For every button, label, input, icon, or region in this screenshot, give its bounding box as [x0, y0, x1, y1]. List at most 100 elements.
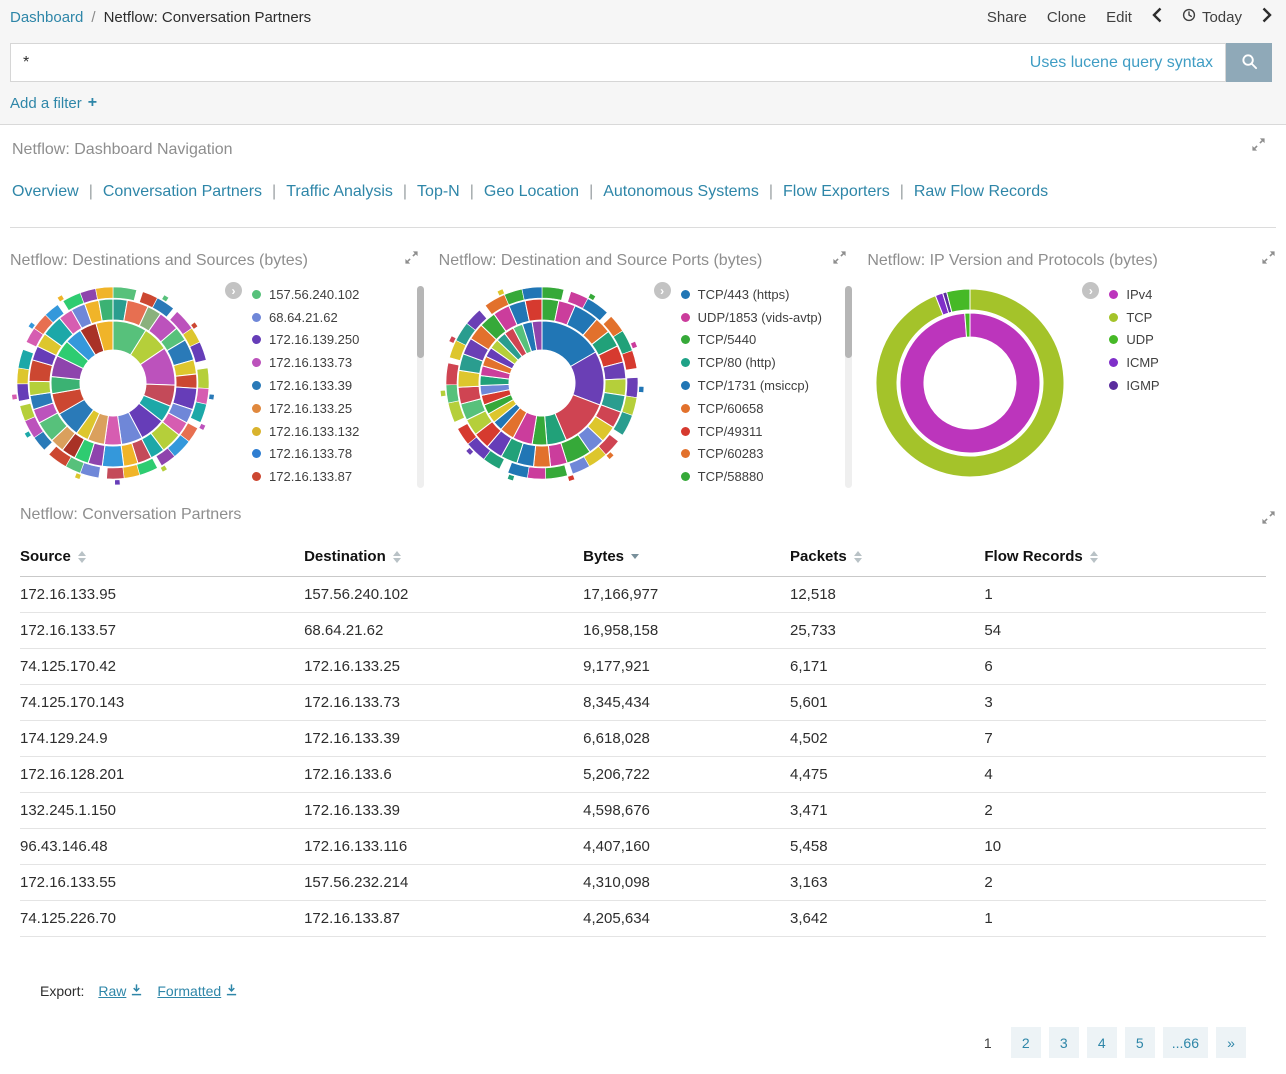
sunburst-slice[interactable] — [621, 350, 637, 371]
expand-panel-icon[interactable] — [1261, 510, 1276, 529]
page-button-»[interactable]: » — [1216, 1027, 1246, 1059]
sunburst-slice[interactable] — [16, 383, 30, 402]
sort-header[interactable]: Packets — [790, 548, 862, 565]
nav-link-top-n[interactable]: Top-N — [417, 183, 460, 200]
page-button-1[interactable]: 1 — [972, 1027, 1003, 1059]
sunburst-chart[interactable] — [867, 280, 1073, 486]
legend-item[interactable]: IGMP — [1109, 374, 1160, 397]
sunburst-slice[interactable] — [95, 320, 114, 352]
legend-item[interactable]: TCP — [1109, 306, 1159, 329]
sunburst-slice[interactable] — [568, 456, 590, 475]
sunburst-slice[interactable] — [506, 473, 515, 482]
nav-link-autonomous-systems[interactable]: Autonomous Systems — [603, 183, 759, 200]
sunburst-slice[interactable] — [27, 321, 36, 330]
legend-item[interactable]: 68.64.21.62 — [252, 306, 359, 329]
sunburst-slice[interactable] — [95, 286, 114, 300]
sunburst-slice[interactable] — [106, 467, 125, 480]
legend-item[interactable]: 172.16.133.39 — [252, 374, 359, 397]
sunburst-slice[interactable] — [56, 294, 65, 303]
nav-link-flow-exporters[interactable]: Flow Exporters — [783, 183, 890, 200]
time-forward-button[interactable] — [1262, 7, 1272, 27]
legend-collapse-button[interactable]: › — [653, 282, 671, 299]
legend-item[interactable]: TCP/58880 — [680, 465, 822, 488]
sunburst-slice[interactable] — [445, 362, 459, 386]
export-raw-link[interactable]: Raw — [98, 983, 143, 999]
sort-header[interactable]: Source — [20, 548, 86, 565]
scrollbar-thumb[interactable] — [845, 286, 853, 358]
sunburst-slice[interactable] — [112, 286, 138, 301]
clone-button[interactable]: Clone — [1046, 8, 1087, 26]
sunburst-slice[interactable] — [159, 464, 168, 473]
legend-item[interactable]: TCP/1731 (msiccp) — [680, 374, 822, 397]
add-filter-link[interactable]: Add a filter — [10, 94, 82, 112]
sunburst-slice[interactable] — [175, 373, 198, 389]
sunburst-slice[interactable] — [496, 288, 505, 297]
sunburst-slice[interactable] — [637, 386, 644, 393]
sunburst-slice[interactable] — [190, 321, 199, 330]
sunburst-slice[interactable] — [28, 380, 52, 397]
legend-item[interactable]: TCP/5440 — [680, 329, 822, 352]
sunburst-slice[interactable] — [152, 297, 174, 318]
legend-item[interactable]: TCP/49311 — [680, 420, 822, 443]
sunburst-slice[interactable] — [190, 401, 207, 423]
sunburst-slice[interactable] — [122, 464, 141, 479]
sunburst-slice[interactable] — [899, 312, 1041, 454]
export-formatted-link[interactable]: Formatted — [157, 983, 238, 999]
nav-link-conversation-partners[interactable]: Conversation Partners — [102, 183, 263, 200]
sunburst-chart[interactable] — [439, 280, 645, 486]
nav-link-traffic-analysis[interactable]: Traffic Analysis — [286, 183, 393, 200]
sunburst-chart[interactable] — [10, 280, 216, 486]
sort-header[interactable]: Destination — [304, 548, 401, 565]
legend-item[interactable]: ICMP — [1109, 351, 1159, 374]
share-button[interactable]: Share — [986, 8, 1027, 26]
page-button-4[interactable]: 4 — [1086, 1027, 1117, 1059]
edit-button[interactable]: Edit — [1106, 8, 1132, 26]
lucene-syntax-link[interactable]: Uses lucene query syntax — [1029, 53, 1213, 71]
sunburst-slice[interactable] — [208, 393, 215, 401]
sunburst-slice[interactable] — [587, 292, 596, 301]
sunburst-slice[interactable] — [101, 444, 125, 468]
sunburst-slice[interactable] — [16, 367, 30, 385]
search-button[interactable] — [1226, 43, 1272, 82]
sunburst-slice[interactable] — [445, 384, 459, 404]
sunburst-slice[interactable] — [23, 430, 32, 439]
legend-item[interactable]: 172.16.139.250 — [252, 329, 359, 352]
nav-link-geo-location[interactable]: Geo Location — [483, 183, 580, 200]
nav-link-raw-flow-records[interactable]: Raw Flow Records — [913, 183, 1049, 200]
scrollbar-thumb[interactable] — [416, 286, 424, 358]
sunburst-slice[interactable] — [524, 298, 543, 322]
legend-collapse-button[interactable]: › — [1082, 282, 1100, 299]
plus-icon[interactable]: + — [87, 94, 98, 111]
sunburst-slice[interactable] — [456, 423, 477, 445]
sunburst-slice[interactable] — [155, 447, 176, 467]
sunburst-slice[interactable] — [44, 304, 65, 324]
sunburst-slice[interactable] — [198, 423, 207, 431]
sort-header[interactable]: Flow Records — [984, 548, 1098, 565]
sunburst-slice[interactable] — [17, 349, 34, 370]
sunburst-slice[interactable] — [465, 447, 474, 456]
sunburst-slice[interactable] — [195, 387, 210, 405]
expand-panel-icon[interactable] — [1261, 250, 1276, 269]
legend-item[interactable]: 172.16.133.78 — [252, 443, 359, 466]
page-button-2[interactable]: 2 — [1010, 1027, 1041, 1059]
time-picker-button[interactable]: Today — [1182, 8, 1242, 26]
sunburst-slice[interactable] — [612, 411, 633, 436]
legend-item[interactable]: 172.16.133.87 — [252, 465, 359, 488]
sunburst-slice[interactable] — [875, 288, 1065, 478]
sunburst-slice[interactable] — [581, 298, 608, 322]
sunburst-slice[interactable] — [605, 451, 615, 460]
sort-header[interactable]: Bytes — [583, 548, 640, 565]
legend-item[interactable]: 172.16.133.132 — [252, 420, 359, 443]
nav-link-overview[interactable]: Overview — [12, 183, 79, 200]
sunburst-slice[interactable] — [625, 377, 638, 398]
legend-item[interactable]: 157.56.240.102 — [252, 283, 359, 306]
sunburst-slice[interactable] — [507, 462, 530, 479]
expand-panel-icon[interactable] — [1251, 137, 1266, 156]
legend-item[interactable]: UDP/1853 (vids-avtp) — [680, 306, 822, 329]
sunburst-slice[interactable] — [161, 294, 170, 303]
legend-collapse-button[interactable]: › — [225, 282, 242, 299]
sunburst-slice[interactable] — [74, 472, 82, 480]
legend-item[interactable]: TCP/60283 — [680, 443, 822, 466]
expand-panel-icon[interactable] — [832, 250, 847, 269]
legend-item[interactable]: 172.16.133.73 — [252, 351, 359, 374]
